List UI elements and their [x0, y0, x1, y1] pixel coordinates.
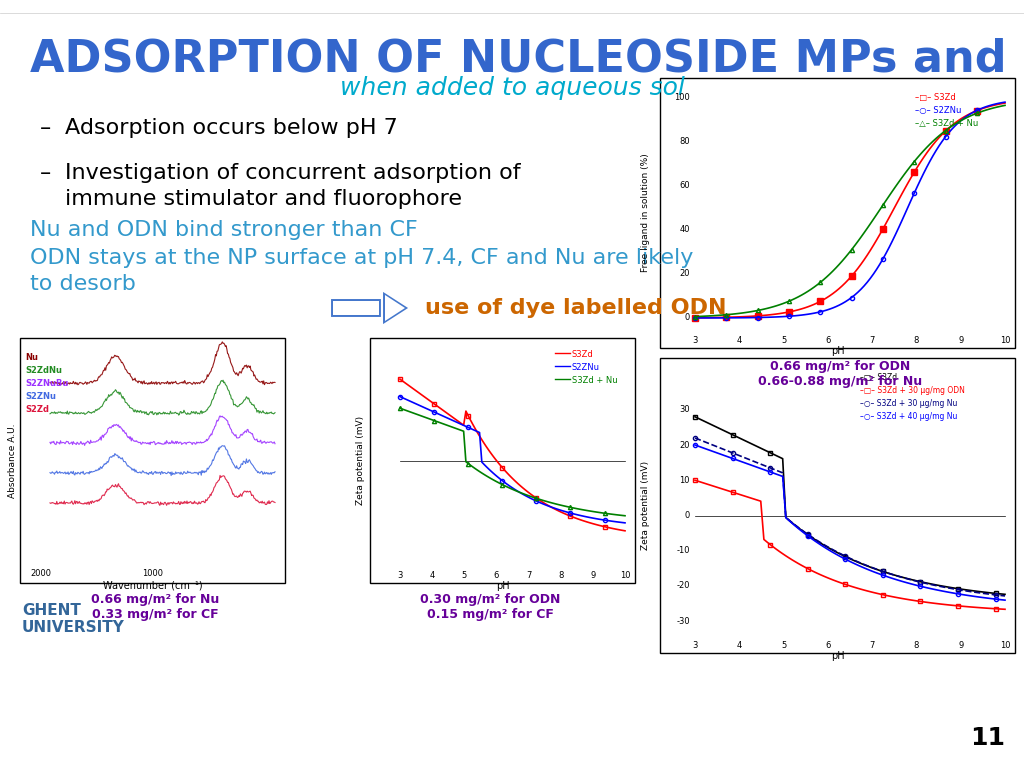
Text: Investigation of concurrent adsorption of
immune stimulator and fluorophore: Investigation of concurrent adsorption o…	[65, 163, 520, 210]
Bar	[660, 78, 1015, 348]
Text: 0: 0	[685, 313, 690, 323]
Text: 4: 4	[736, 641, 742, 650]
Text: -30: -30	[677, 617, 690, 626]
Text: 10: 10	[620, 571, 630, 580]
Text: 7: 7	[526, 571, 531, 580]
Text: 0.33 mg/m² for CF: 0.33 mg/m² for CF	[92, 608, 218, 621]
Text: 11: 11	[970, 726, 1005, 750]
Text: pH: pH	[496, 581, 509, 591]
Text: Adsorption occurs below pH 7: Adsorption occurs below pH 7	[65, 118, 397, 138]
Text: 5: 5	[781, 336, 786, 345]
Text: 9: 9	[958, 336, 964, 345]
Text: 4: 4	[429, 571, 435, 580]
Text: 9: 9	[958, 641, 964, 650]
Text: GHENT
UNIVERSITY: GHENT UNIVERSITY	[22, 603, 125, 635]
Text: 0.66 mg/m² for Nu: 0.66 mg/m² for Nu	[91, 593, 219, 606]
Text: 3: 3	[397, 571, 402, 580]
Text: S3Zd + Nu: S3Zd + Nu	[572, 376, 617, 385]
Bar	[333, 301, 379, 315]
Text: Wavenumber (cm⁻¹): Wavenumber (cm⁻¹)	[102, 581, 203, 591]
Text: 3: 3	[692, 336, 697, 345]
Text: –□– S3Zd + 30 μg/mg ODN: –□– S3Zd + 30 μg/mg ODN	[860, 386, 965, 395]
Text: Zeta potential (mV): Zeta potential (mV)	[356, 416, 365, 505]
Text: Free ligand in solution (%): Free ligand in solution (%)	[641, 154, 650, 273]
Text: Nu: Nu	[25, 353, 38, 362]
Text: 8: 8	[913, 641, 920, 650]
Text: –○– S3Zd + 30 μg/mg Nu: –○– S3Zd + 30 μg/mg Nu	[860, 399, 957, 408]
Text: 3: 3	[692, 641, 697, 650]
Text: 10: 10	[999, 336, 1011, 345]
Bar	[20, 338, 285, 583]
Text: -10: -10	[677, 546, 690, 555]
Text: Nu and ODN bind stronger than CF: Nu and ODN bind stronger than CF	[30, 220, 418, 240]
Text: 30: 30	[679, 406, 690, 414]
Text: ADSORPTION OF NUCLEOSIDE MPs and ODN: ADSORPTION OF NUCLEOSIDE MPs and ODN	[30, 38, 1024, 81]
Text: 5: 5	[462, 571, 467, 580]
Text: 10: 10	[999, 641, 1011, 650]
Text: 0.66 mg/m² for ODN: 0.66 mg/m² for ODN	[770, 360, 910, 373]
Text: 8: 8	[558, 571, 563, 580]
Text: 0: 0	[685, 511, 690, 520]
Text: 1000: 1000	[142, 569, 163, 578]
Text: use of dye labelled ODN: use of dye labelled ODN	[425, 298, 726, 318]
Text: S2ZNu: S2ZNu	[572, 363, 600, 372]
Text: 80: 80	[679, 137, 690, 147]
Text: Zeta potential (mV): Zeta potential (mV)	[641, 461, 650, 550]
Text: 6: 6	[494, 571, 499, 580]
Text: Absorbance A.U.: Absorbance A.U.	[8, 423, 17, 498]
Text: 7: 7	[869, 641, 874, 650]
Text: 9: 9	[590, 571, 596, 580]
Text: pH: pH	[830, 346, 845, 356]
Text: 0.66-0.88 mg/m² for Nu: 0.66-0.88 mg/m² for Nu	[758, 375, 922, 388]
Text: S2ZNuBu: S2ZNuBu	[25, 379, 69, 388]
Text: –: –	[40, 163, 51, 183]
Text: –□– S3Zd: –□– S3Zd	[915, 93, 955, 102]
Text: 5: 5	[781, 641, 786, 650]
Text: 2000: 2000	[30, 569, 51, 578]
Text: –○– S3Zd + 40 μg/mg Nu: –○– S3Zd + 40 μg/mg Nu	[860, 412, 957, 421]
Text: S2ZNu: S2ZNu	[25, 392, 56, 401]
Text: S3Zd: S3Zd	[572, 350, 594, 359]
Text: S2Zd: S2Zd	[25, 405, 49, 414]
Text: 100: 100	[674, 94, 690, 102]
Text: when added to aqueous sol: when added to aqueous sol	[340, 76, 684, 100]
Text: 6: 6	[825, 641, 830, 650]
Text: –: –	[40, 118, 51, 138]
Bar	[370, 338, 635, 583]
Text: 6: 6	[825, 336, 830, 345]
Text: –△– S3Zd + Nu: –△– S3Zd + Nu	[915, 119, 978, 128]
Text: -20: -20	[677, 581, 690, 591]
Bar	[330, 298, 382, 318]
Text: 7: 7	[869, 336, 874, 345]
Text: S2ZdNu: S2ZdNu	[25, 366, 62, 375]
Text: ODN stays at the NP surface at pH 7.4, CF and Nu are likely
to desorb: ODN stays at the NP surface at pH 7.4, C…	[30, 248, 693, 294]
Polygon shape	[382, 290, 410, 326]
Text: –□– S3Zd: –□– S3Zd	[860, 373, 897, 382]
Bar	[660, 358, 1015, 653]
Text: 8: 8	[913, 336, 920, 345]
Text: 10: 10	[680, 475, 690, 485]
Text: 40: 40	[680, 226, 690, 234]
Text: –○– S2ZNu: –○– S2ZNu	[915, 106, 962, 115]
Text: 20: 20	[680, 270, 690, 279]
Text: pH: pH	[830, 651, 845, 661]
Text: 0.15 mg/m² for CF: 0.15 mg/m² for CF	[427, 608, 553, 621]
Text: 0.30 mg/m² for ODN: 0.30 mg/m² for ODN	[420, 593, 560, 606]
Polygon shape	[385, 295, 406, 321]
Text: 20: 20	[680, 441, 690, 449]
Text: 60: 60	[679, 181, 690, 190]
Text: 4: 4	[736, 336, 742, 345]
